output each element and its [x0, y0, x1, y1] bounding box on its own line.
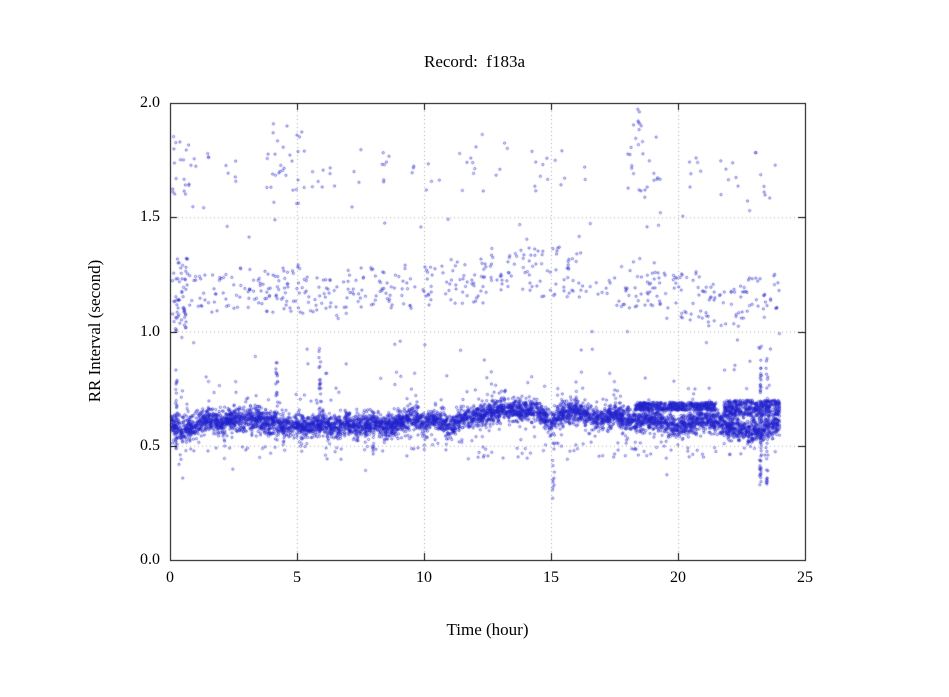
- y-tick-label: 0.5: [140, 436, 160, 454]
- y-tick-label: 0.0: [140, 551, 160, 568]
- y-tick-label: 1.0: [140, 322, 160, 340]
- x-axis-label: Time (hour): [446, 620, 529, 639]
- x-tick-label: 25: [797, 569, 813, 586]
- x-tick-label: 5: [293, 569, 301, 586]
- x-tick-label: 10: [416, 569, 432, 586]
- x-tick-label: 0: [166, 569, 174, 586]
- y-axis-label: RR Interval (second): [85, 259, 104, 403]
- x-tick-label: 20: [670, 569, 686, 586]
- chart-title: Record: f183a: [423, 52, 526, 71]
- y-tick-label: 1.5: [140, 208, 160, 226]
- x-tick-label: 15: [543, 569, 559, 586]
- y-tick-label: 2.0: [140, 94, 160, 111]
